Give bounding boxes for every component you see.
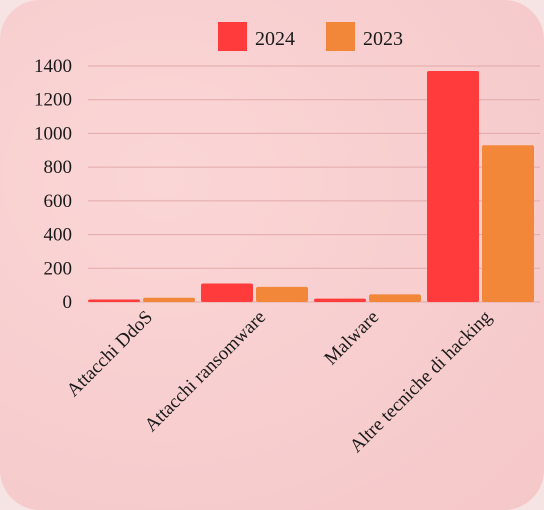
bar-2024-1 — [201, 283, 253, 302]
y-tick-label: 1400 — [34, 56, 72, 77]
bar-2024-3 — [427, 71, 479, 302]
y-tick-label: 1200 — [34, 90, 72, 111]
legend-label: 2023 — [363, 28, 403, 50]
x-category-label: Attacchi ransomware — [141, 307, 270, 436]
legend-swatch-2023 — [326, 22, 355, 51]
bar-2024-2 — [314, 298, 366, 302]
bar-2023-1 — [256, 286, 308, 302]
y-tick-label: 800 — [44, 157, 73, 178]
x-category-label: Malware — [320, 307, 383, 370]
bar-2023-0 — [143, 297, 195, 302]
bar-2024-0 — [88, 299, 140, 302]
x-category-label: Attacchi DdoS — [63, 307, 157, 401]
y-tick-label: 400 — [44, 225, 73, 246]
bar-2023-3 — [482, 145, 534, 302]
legend-swatch-2024 — [218, 22, 247, 51]
legend-label: 2024 — [255, 28, 295, 50]
y-tick-label: 0 — [63, 292, 73, 313]
y-tick-label: 600 — [44, 191, 73, 212]
y-tick-label: 200 — [44, 258, 73, 279]
bar-2023-2 — [369, 294, 421, 302]
y-tick-label: 1000 — [34, 123, 72, 144]
